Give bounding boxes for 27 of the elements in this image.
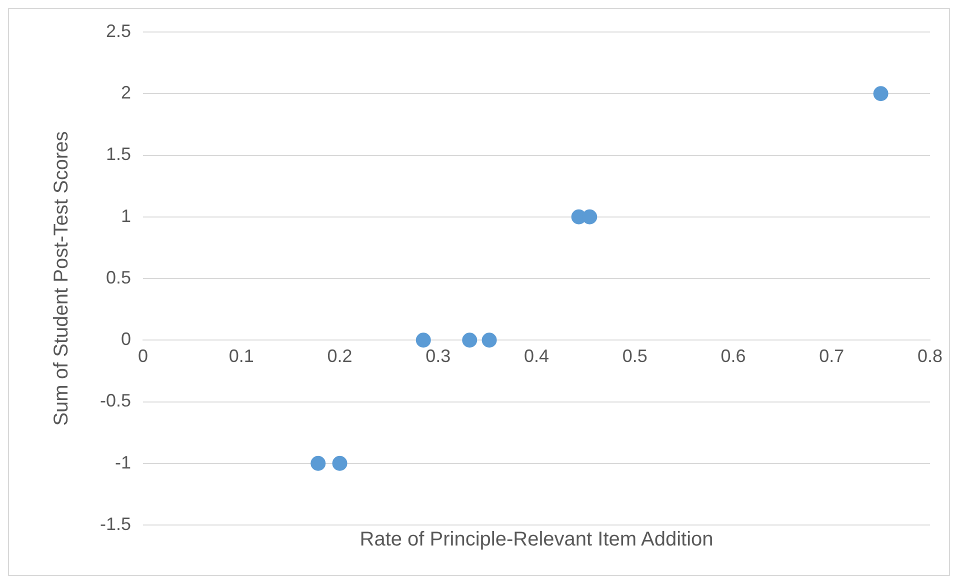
y-tick-label: -1 — [115, 452, 132, 472]
point — [310, 456, 326, 471]
x-tick-label: 0.2 — [327, 346, 352, 366]
point — [416, 332, 431, 348]
point — [873, 86, 888, 102]
x-tick-label: 0.1 — [228, 346, 254, 366]
x-tick-label: 0.3 — [426, 346, 451, 366]
y-tick-label: -0.5 — [100, 390, 132, 411]
y-tick-label: 0.5 — [106, 267, 132, 288]
y-tick-label: 0 — [121, 329, 132, 350]
x-tick-label: 0.6 — [720, 346, 746, 366]
point — [462, 332, 478, 348]
y-tick-label: 1.5 — [106, 144, 132, 164]
x-tick-label: 0.7 — [819, 346, 844, 366]
x-tick-label: 0.5 — [622, 346, 648, 366]
y-tick-label: 2 — [121, 82, 132, 103]
point — [332, 456, 348, 471]
x-tick-label: 0 — [138, 346, 148, 366]
y-tick-label: 1 — [121, 206, 132, 226]
y-axis-title: Sum of Student Post-Test Scores — [50, 131, 73, 426]
point — [482, 332, 497, 348]
x-tick-label: 0.8 — [917, 346, 943, 366]
y-tick-label: 2.5 — [106, 20, 132, 41]
y-tick-label: -1.5 — [100, 514, 132, 534]
x-tick-label: 0.4 — [524, 346, 550, 366]
x-axis-title: Rate of Principle-Relevant Item Addition — [360, 528, 714, 551]
point — [582, 209, 598, 224]
